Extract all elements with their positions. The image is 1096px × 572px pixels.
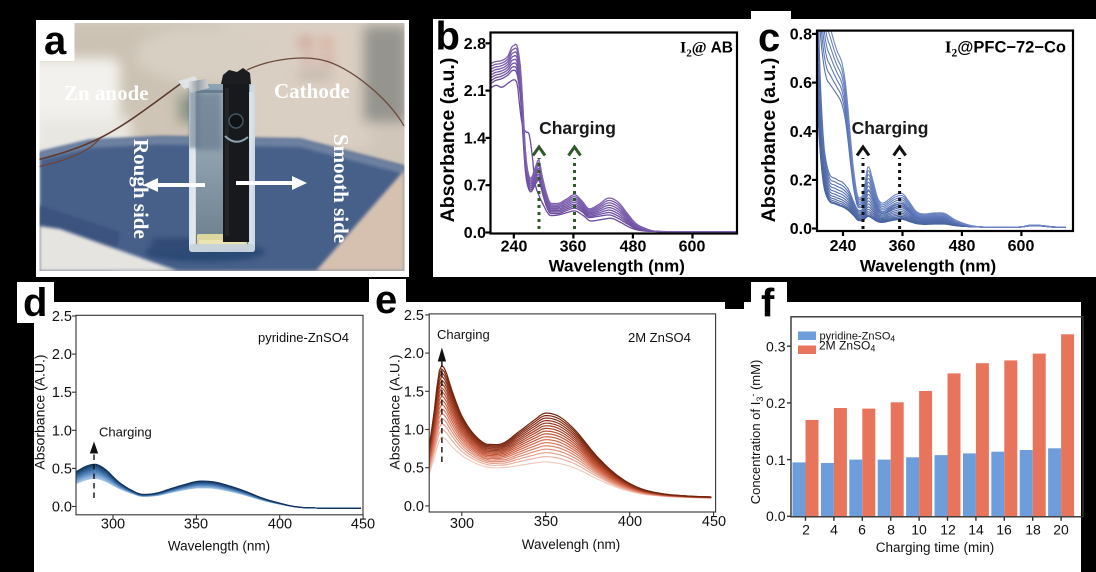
svg-text:Charging time (min): Charging time (min) xyxy=(876,540,995,555)
svg-text:360: 360 xyxy=(889,238,916,255)
svg-text:e: e xyxy=(375,278,397,322)
svg-text:Wavelength (nm): Wavelength (nm) xyxy=(860,257,996,276)
svg-text:Wavelength (nm): Wavelength (nm) xyxy=(168,539,270,554)
svg-text:600: 600 xyxy=(1008,238,1035,255)
svg-text:0.4: 0.4 xyxy=(790,124,812,141)
svg-text:2.5: 2.5 xyxy=(52,309,72,325)
svg-text:Absorbance (a.u.): Absorbance (a.u.) xyxy=(437,58,459,223)
svg-text:400: 400 xyxy=(618,514,642,530)
svg-text:1.0: 1.0 xyxy=(404,423,424,439)
svg-text:14: 14 xyxy=(968,522,984,538)
svg-text:2.5: 2.5 xyxy=(404,308,424,324)
svg-text:2.0: 2.0 xyxy=(52,347,72,363)
svg-text:0.7: 0.7 xyxy=(464,178,486,195)
svg-text:a: a xyxy=(44,19,67,63)
svg-text:0.0: 0.0 xyxy=(790,221,812,238)
svg-text:d: d xyxy=(23,281,47,325)
svg-text:20: 20 xyxy=(1053,522,1069,538)
svg-text:b: b xyxy=(436,14,460,58)
svg-text:Cathode: Cathode xyxy=(274,79,350,103)
svg-text:450: 450 xyxy=(702,514,726,530)
svg-text:I2@PFC−72−Co: I2@PFC−72−Co xyxy=(945,38,1066,60)
svg-text:360: 360 xyxy=(560,239,587,256)
svg-text:16: 16 xyxy=(996,522,1012,538)
svg-text:2.8: 2.8 xyxy=(464,36,486,53)
svg-text:300: 300 xyxy=(450,516,474,532)
svg-text:c: c xyxy=(758,16,780,60)
svg-text:Rough side: Rough side xyxy=(129,139,153,239)
svg-text:0.0: 0.0 xyxy=(404,499,424,515)
svg-text:12: 12 xyxy=(940,522,956,538)
svg-text:0.0: 0.0 xyxy=(464,225,486,242)
svg-text:480: 480 xyxy=(949,238,976,255)
svg-text:Smooth side: Smooth side xyxy=(329,134,353,243)
svg-text:0.3: 0.3 xyxy=(766,338,786,354)
svg-text:240: 240 xyxy=(501,239,528,256)
svg-text:f: f xyxy=(761,282,775,326)
svg-text:0.1: 0.1 xyxy=(766,452,786,468)
svg-text:300: 300 xyxy=(101,517,125,533)
svg-text:Concentration of I3- (mM): Concentration of I3- (mM) xyxy=(748,360,765,505)
svg-text:4: 4 xyxy=(830,522,838,538)
svg-text:0.0: 0.0 xyxy=(52,500,72,516)
svg-text:2.0: 2.0 xyxy=(404,346,424,362)
svg-text:6: 6 xyxy=(858,522,866,538)
svg-text:2M ZnSO4: 2M ZnSO4 xyxy=(819,339,875,354)
svg-text:Absorbance (A.U.): Absorbance (A.U.) xyxy=(32,354,48,469)
svg-text:350: 350 xyxy=(534,514,558,530)
svg-text:0.6: 0.6 xyxy=(790,75,812,92)
svg-text:Charging: Charging xyxy=(539,118,616,138)
svg-text:2.1: 2.1 xyxy=(464,83,486,100)
svg-text:0.8: 0.8 xyxy=(790,27,812,44)
svg-text:0.2: 0.2 xyxy=(766,395,786,411)
svg-text:Charging: Charging xyxy=(99,425,152,440)
svg-text:Charging: Charging xyxy=(852,118,929,138)
svg-text:240: 240 xyxy=(830,238,857,255)
svg-text:2M ZnSO4: 2M ZnSO4 xyxy=(628,330,691,345)
svg-text:Wavelengh (nm): Wavelengh (nm) xyxy=(522,537,621,552)
svg-text:Wavelength (nm): Wavelength (nm) xyxy=(549,256,685,275)
svg-text:Absorbance (A.U.): Absorbance (A.U.) xyxy=(387,354,403,469)
svg-text:0.5: 0.5 xyxy=(52,461,72,477)
svg-text:pyridine-ZnSO4: pyridine-ZnSO4 xyxy=(820,331,896,344)
svg-text:450: 450 xyxy=(351,517,375,533)
svg-text:480: 480 xyxy=(620,239,647,256)
svg-text:1.0: 1.0 xyxy=(52,423,72,439)
svg-text:350: 350 xyxy=(184,517,208,533)
svg-text:18: 18 xyxy=(1025,522,1041,538)
svg-text:Absorbance (a.u.): Absorbance (a.u.) xyxy=(758,58,780,223)
svg-text:1.5: 1.5 xyxy=(52,385,72,401)
svg-text:0.0: 0.0 xyxy=(766,508,786,524)
svg-text:1.5: 1.5 xyxy=(404,384,424,400)
svg-text:0.2: 0.2 xyxy=(790,172,812,189)
svg-text:400: 400 xyxy=(268,517,292,533)
svg-text:1.4: 1.4 xyxy=(464,130,486,147)
svg-text:Zn anode: Zn anode xyxy=(64,81,149,105)
svg-text:2: 2 xyxy=(802,522,810,538)
svg-text:10: 10 xyxy=(911,522,927,538)
svg-text:600: 600 xyxy=(679,239,706,256)
svg-text:Charging: Charging xyxy=(437,327,490,342)
svg-text:0.5: 0.5 xyxy=(404,461,424,477)
svg-text:pyridine-ZnSO4: pyridine-ZnSO4 xyxy=(258,330,349,345)
svg-text:8: 8 xyxy=(887,522,895,538)
